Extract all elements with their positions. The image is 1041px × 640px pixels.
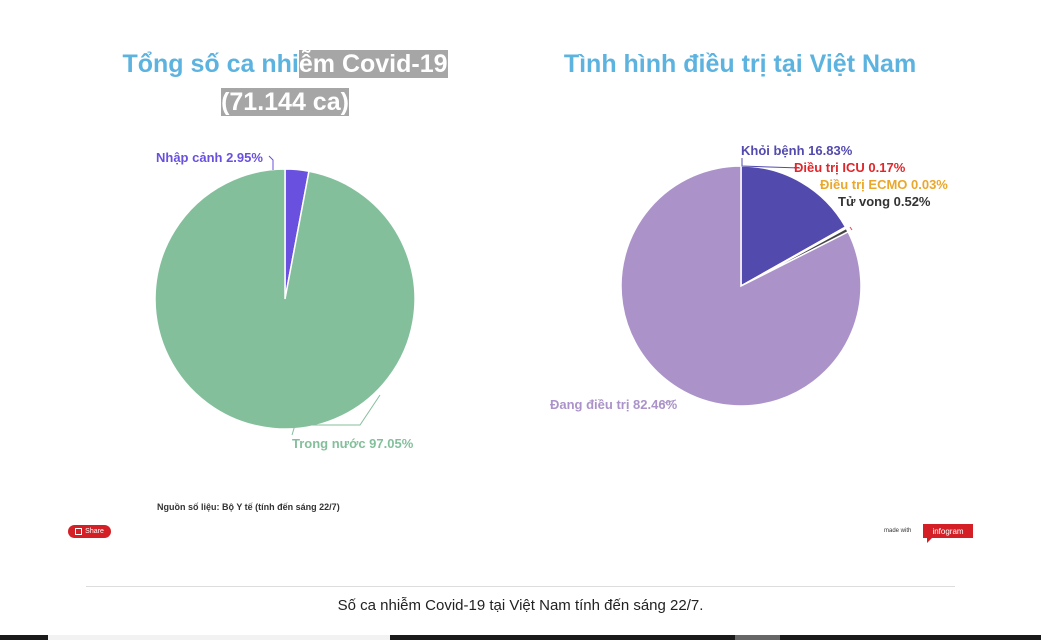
made-with-text: made with	[884, 528, 912, 534]
share-label: Share	[85, 528, 104, 535]
bottom-bar	[0, 635, 1041, 640]
share-icon	[75, 528, 83, 535]
source-note: Nguồn số liệu: Bộ Y tế (tính đến sáng 22…	[157, 502, 340, 512]
label-trong-nuoc: Trong nước 97.05%	[292, 436, 414, 451]
label-tu-vong: Tử vong 0.52%	[838, 194, 931, 209]
chart-title-treatment: Tình hình điều trị tại Việt Nam	[563, 50, 917, 78]
label-dieu-tri-icu: Điều trị ICU 0.17%	[794, 160, 906, 175]
bottom-bar-segment	[735, 635, 780, 640]
bottom-bar-segment	[48, 635, 390, 640]
label-dieu-tri-ecmo: Điều trị ECMO 0.03%	[820, 177, 948, 192]
title-total-count: (71.144 ca)	[221, 88, 349, 116]
caption-divider	[86, 586, 955, 587]
leader-line-khoi-benh	[741, 158, 801, 169]
leader-line-dang-dieu-tri	[659, 399, 677, 405]
label-dang-dieu-tri: Đang điều trị 82.46%	[550, 397, 678, 412]
label-nhap-canh: Nhập cảnh 2.95%	[156, 150, 263, 165]
pie-slice[interactable]	[154, 168, 416, 430]
leader-line-trong-nuoc	[291, 394, 381, 436]
chart-title-total-cases: Tổng số ca nhiễm Covid-19 (71.144 ca)	[90, 45, 480, 121]
infogram-logo[interactable]: infogram	[923, 524, 973, 543]
figure-caption: Số ca nhiễm Covid-19 tại Việt Nam tính đ…	[337, 597, 704, 614]
leader-line-icu	[849, 226, 853, 231]
share-button[interactable]: Share	[68, 525, 111, 538]
pie-chart-treatment-status	[620, 165, 862, 407]
pie-slice[interactable]	[620, 165, 862, 407]
title-plain-part: Tổng số ca nhi	[122, 50, 299, 78]
leader-line-nhap-canh	[268, 155, 274, 170]
label-khoi-benh: Khỏi bệnh 16.83%	[741, 143, 853, 158]
pie-chart-infection-origin	[154, 168, 416, 430]
title-highlight-part: ễm Covid-19	[298, 50, 448, 78]
